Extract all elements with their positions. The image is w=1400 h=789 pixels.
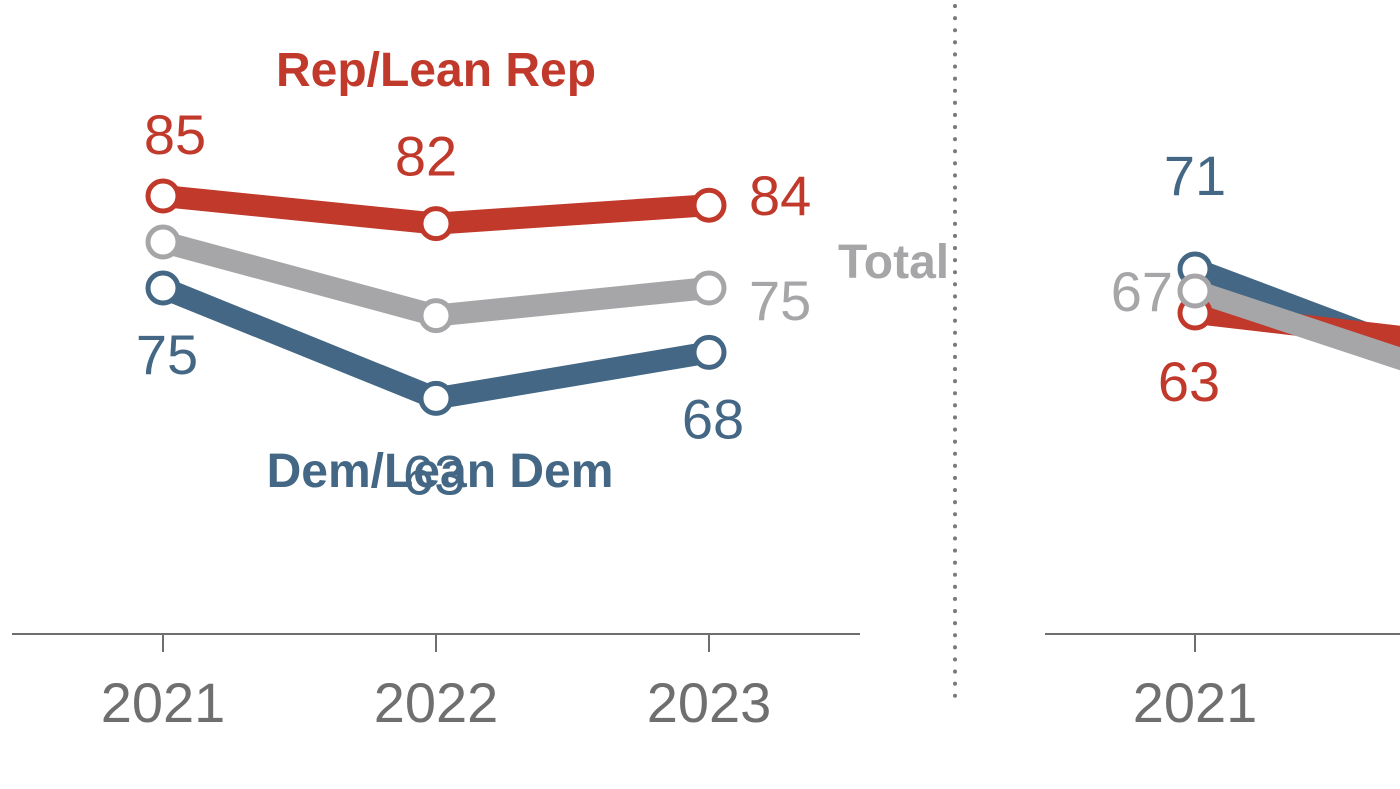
data-point-rep xyxy=(145,178,181,214)
data-point-rep xyxy=(418,206,454,242)
data-label-dem: 68 xyxy=(682,387,744,450)
data-point-total xyxy=(691,270,727,306)
data-point-rep xyxy=(691,187,727,223)
series-label-total: Total xyxy=(838,236,949,289)
x-tick-label: 2021 xyxy=(1133,671,1258,734)
data-point-dem xyxy=(418,380,454,416)
data-label-rep: 63 xyxy=(1158,350,1220,413)
data-label-total: 75 xyxy=(749,269,811,332)
series-label-dem: Dem/Lean Dem xyxy=(267,445,614,498)
x-tick-label: 2023 xyxy=(647,671,772,734)
data-point-total xyxy=(418,298,454,334)
data-label-dem: 63 xyxy=(403,443,465,506)
data-label-rep: 82 xyxy=(395,125,457,188)
data-label-rep: 84 xyxy=(749,164,811,227)
series-line-total xyxy=(1191,280,1400,371)
data-point-total xyxy=(1177,273,1213,309)
chart-panel-left: 2021 2022 2023 85 82 84 75 75 63 68 Rep/Lean Rep… xyxy=(12,44,949,734)
data-label-dem: 71 xyxy=(1164,144,1226,207)
x-tick-label: 2022 xyxy=(374,671,499,734)
series-label-rep: Rep/Lean Rep xyxy=(276,44,596,97)
x-tick-label: 2021 xyxy=(101,671,226,734)
data-label-dem: 75 xyxy=(136,323,198,386)
chart-panel-right: 2021 71 67 63 xyxy=(1045,144,1400,734)
data-point-dem xyxy=(691,334,727,370)
data-point-total xyxy=(145,224,181,260)
data-label-rep: 85 xyxy=(144,103,206,166)
data-point-dem xyxy=(145,270,181,306)
data-label-total: 67 xyxy=(1111,260,1173,323)
